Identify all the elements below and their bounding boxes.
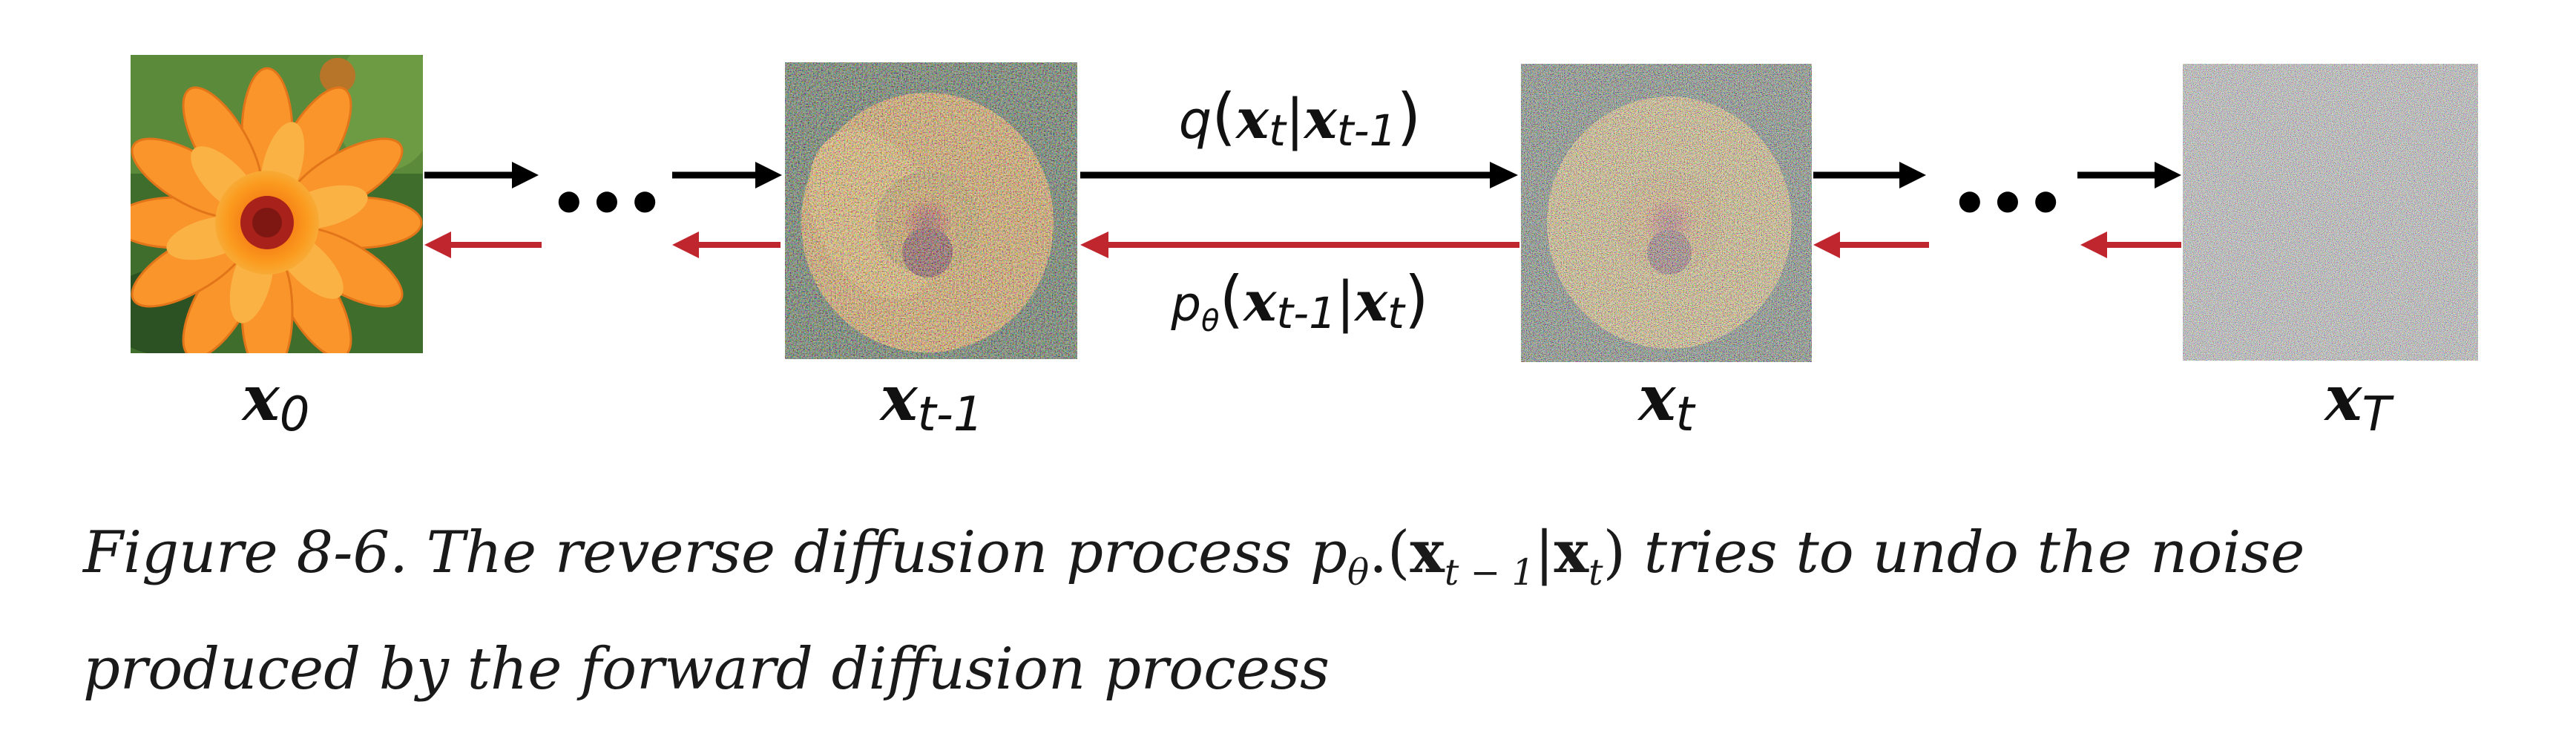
caption-formula: pθ.(xt − 1|xt) <box>1310 519 1626 594</box>
image-xt <box>1521 64 1812 362</box>
image-xT <box>2183 64 2478 361</box>
node-label-xT: xT <box>2323 361 2394 442</box>
ellipsis-left: ••• <box>550 169 663 238</box>
caption-suffix: tries to undo the noise produced by the … <box>83 519 2305 703</box>
forward-arrows <box>424 162 2181 188</box>
caption-prefix: Figure 8-6. The reverse diffusion proces… <box>83 519 1311 586</box>
reverse-transition-label: pθ(xt-1|xt) <box>1170 263 1428 338</box>
forward-transition-label: q(xt|xt-1) <box>1179 80 1422 156</box>
image-x0 <box>131 55 423 353</box>
node-label-x0: x0 <box>241 361 310 442</box>
image-xt-1 <box>785 62 1077 359</box>
figure-caption: Figure 8-6. The reverse diffusion proces… <box>83 505 2531 718</box>
ellipsis-right: ••• <box>1951 169 2064 238</box>
reverse-arrows <box>424 232 2181 258</box>
node-label-xt: xt <box>1637 361 1696 442</box>
node-label-xt-1: xt-1 <box>879 361 984 442</box>
